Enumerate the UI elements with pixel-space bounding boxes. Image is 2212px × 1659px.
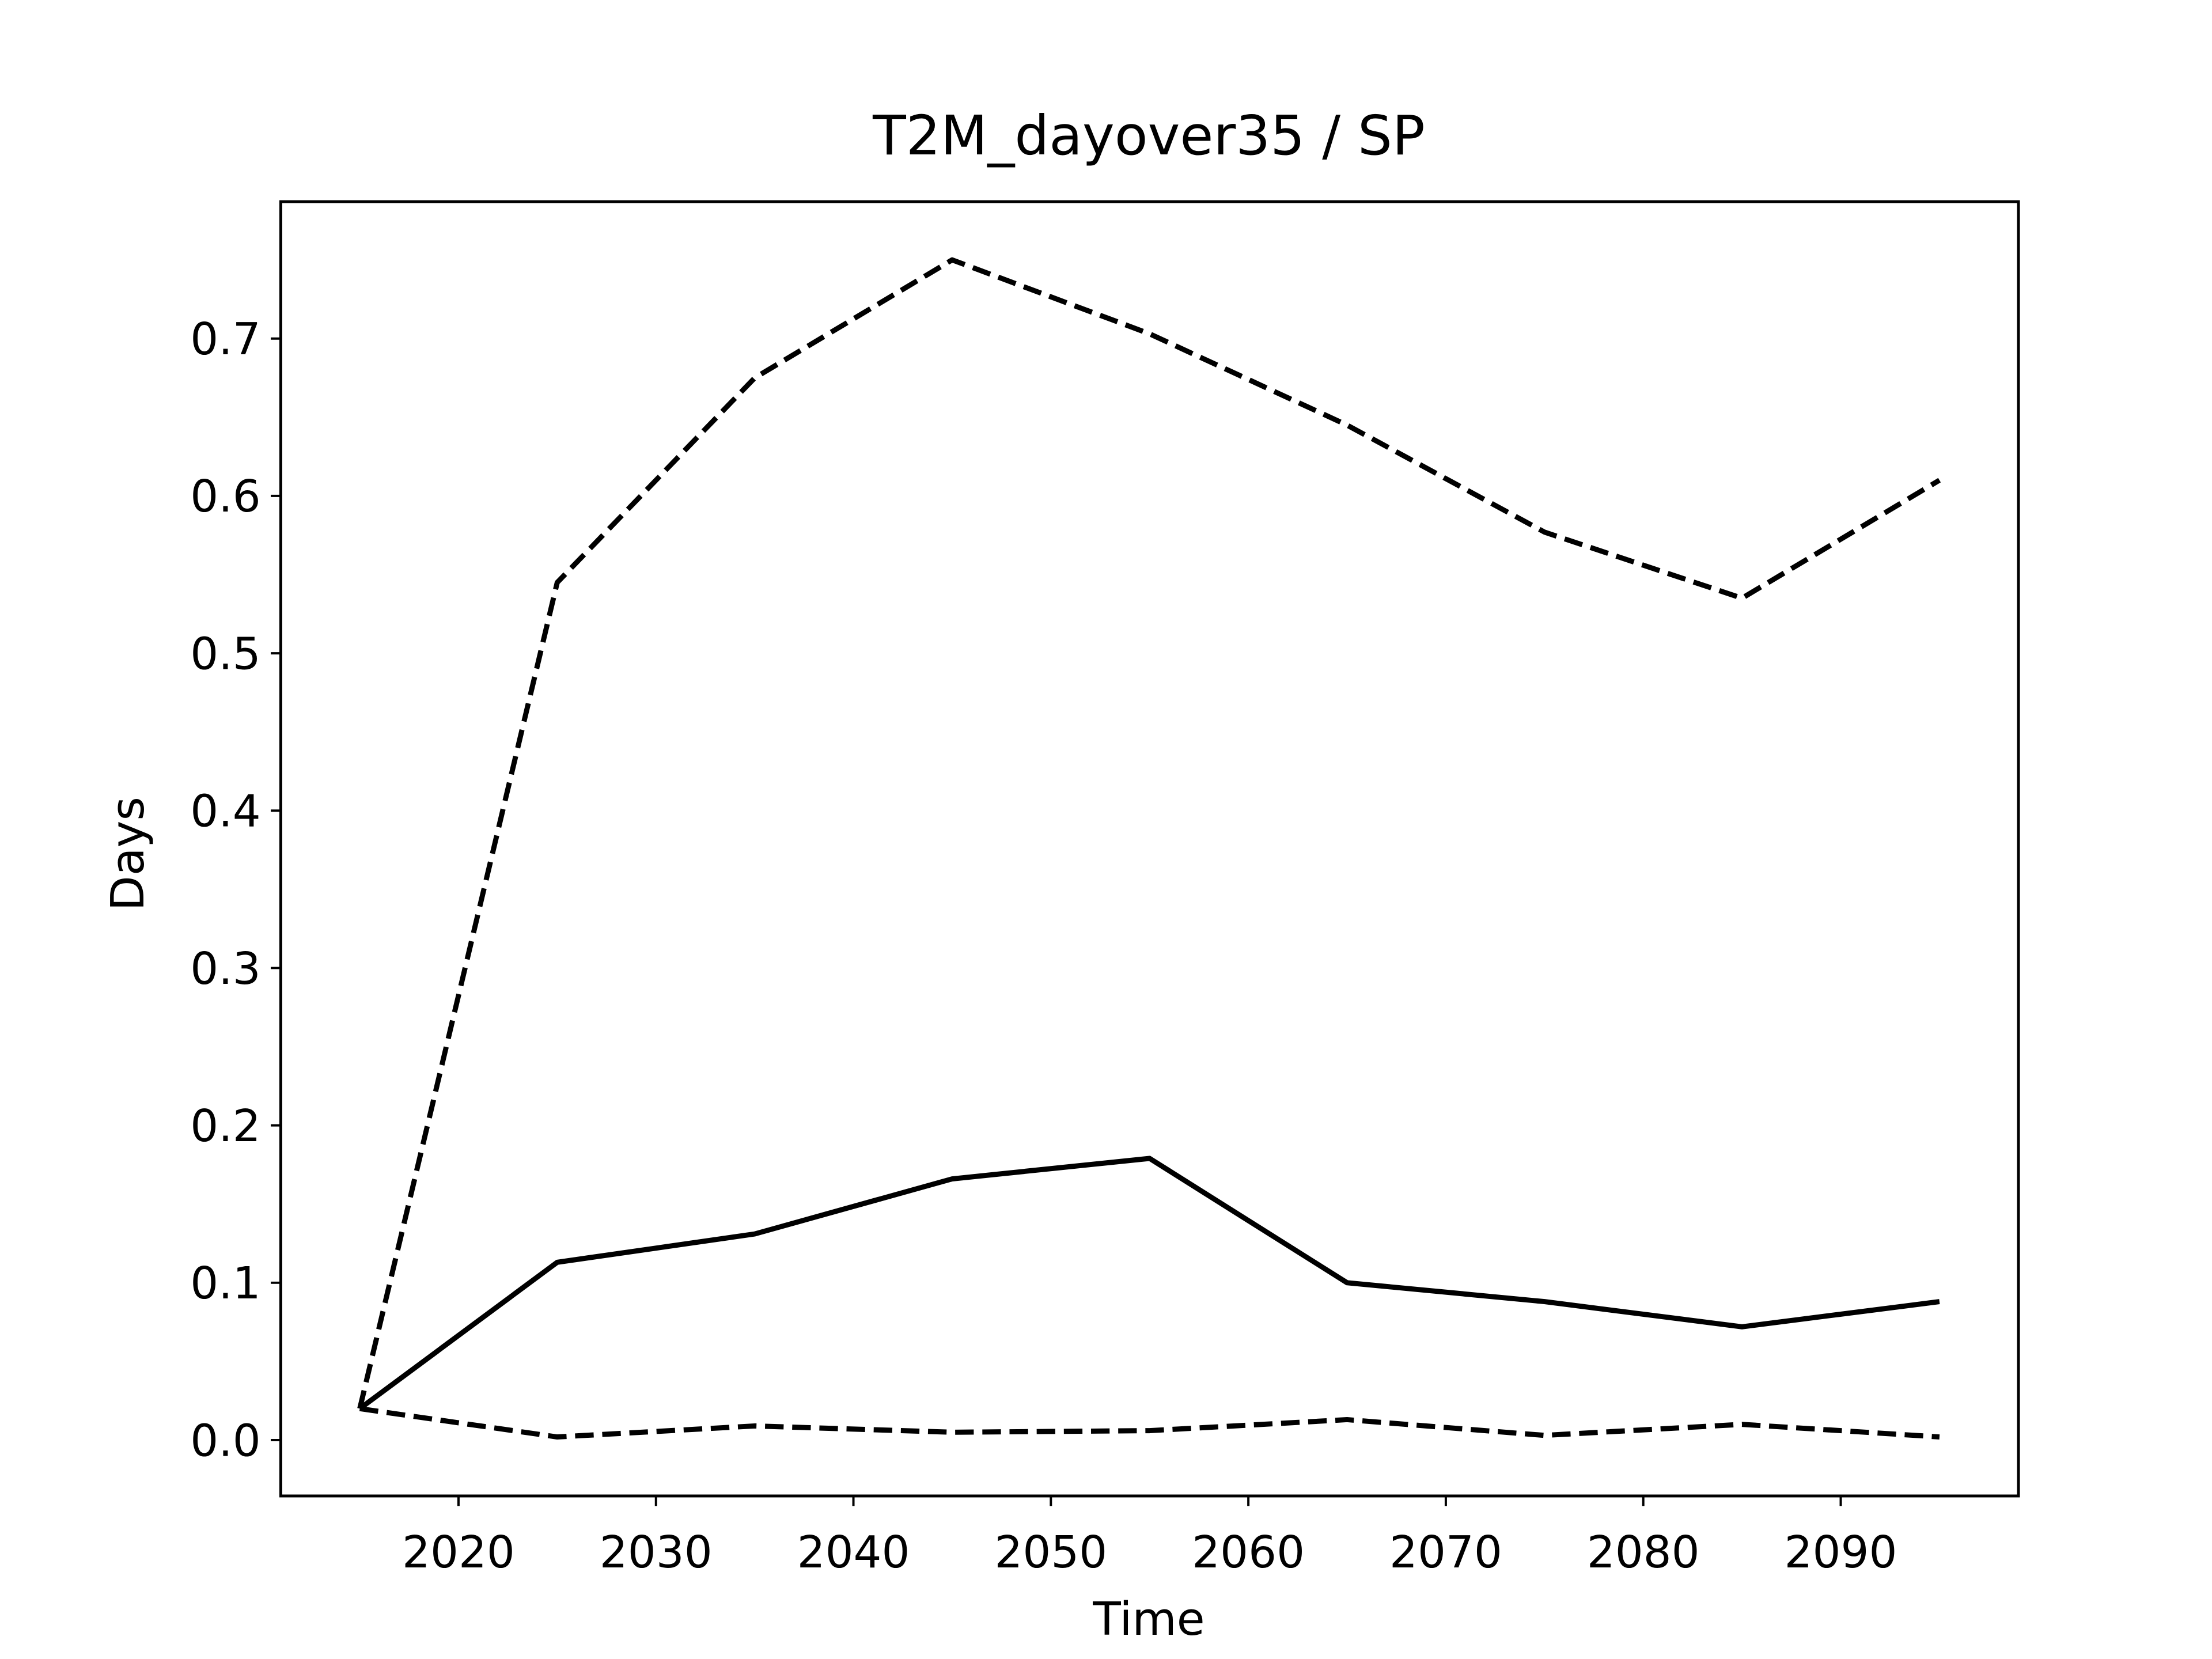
y-tick-label: 0.2 xyxy=(190,1101,260,1152)
x-tick-label: 2040 xyxy=(797,1527,910,1578)
x-axis-label: Time xyxy=(1092,1592,1205,1646)
chart-title: T2M_dayover35 / SP xyxy=(872,104,1425,168)
series-line xyxy=(359,1406,1940,1440)
y-axis-label: Days xyxy=(101,797,154,911)
x-tick-label: 2090 xyxy=(1785,1527,1897,1578)
x-tick-label: 2080 xyxy=(1587,1527,1700,1578)
series-line xyxy=(358,1156,1940,1411)
series-line xyxy=(357,257,1941,1410)
plot-frame xyxy=(279,200,2020,1498)
y-tick-label: 0.7 xyxy=(190,314,260,365)
y-tick-label: 0.4 xyxy=(190,786,260,838)
x-tick-label: 2020 xyxy=(402,1527,515,1578)
y-tick-label: 0.3 xyxy=(190,944,260,995)
y-tick-label: 0.1 xyxy=(190,1258,260,1309)
x-tick-label: 2030 xyxy=(600,1527,713,1578)
y-tick-label: 0.5 xyxy=(190,628,260,680)
x-tick-label: 2050 xyxy=(994,1527,1107,1578)
x-tick-label: 2070 xyxy=(1389,1527,1502,1578)
y-tick-label: 0.6 xyxy=(190,471,260,522)
x-tick-label: 2060 xyxy=(1192,1527,1305,1578)
y-tick-label: 0.0 xyxy=(190,1415,260,1467)
